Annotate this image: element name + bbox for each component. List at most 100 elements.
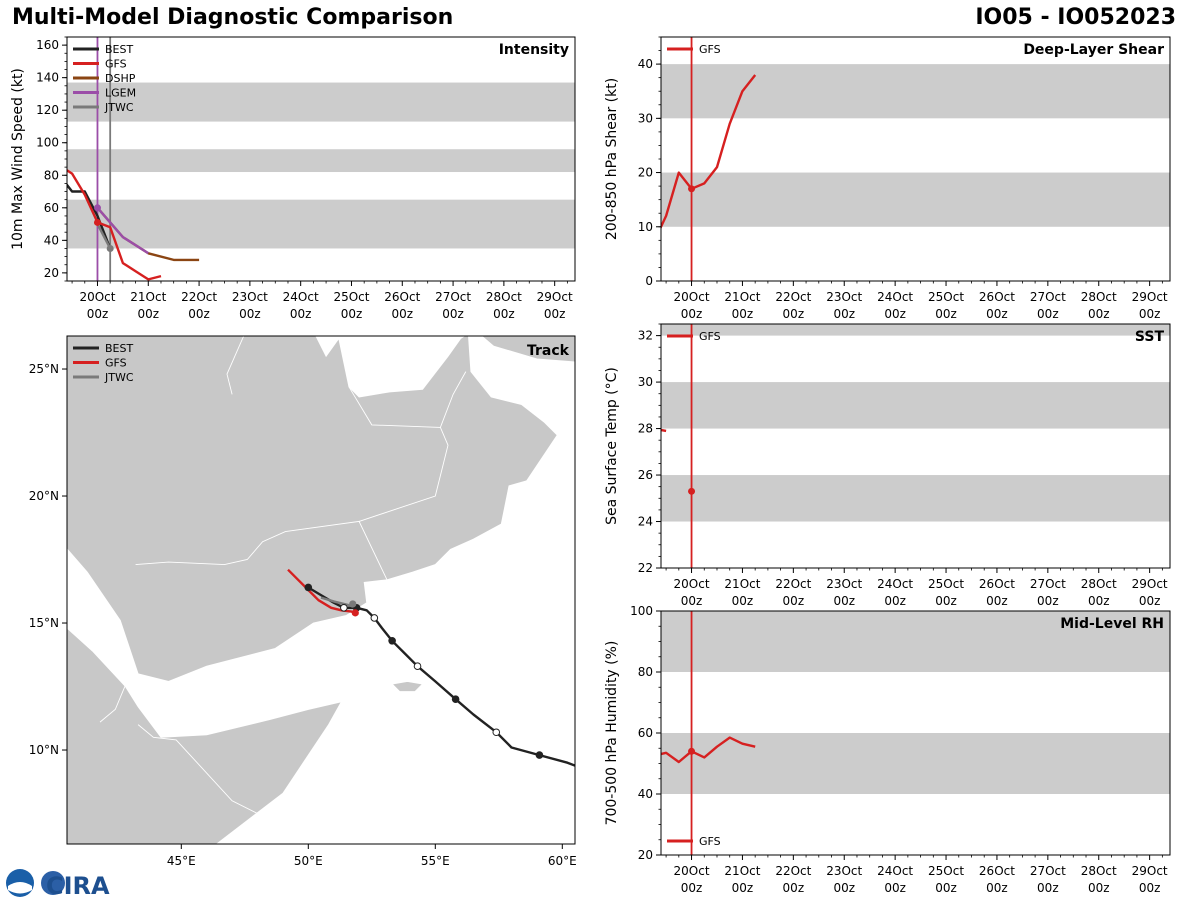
shear-x-tick-hour: 00z (1088, 307, 1110, 321)
intensity-x-tick-hour: 00z (239, 307, 261, 321)
track-legend-label-gfs: GFS (105, 357, 127, 370)
track-best-open-point (370, 614, 379, 622)
intensity-x-tick-hour: 00z (341, 307, 363, 321)
rh-x-tick-hour: 00z (935, 881, 957, 895)
intensity-x-tick-date: 27Oct (435, 290, 471, 304)
rh-x-tick-date: 28Oct (1081, 864, 1117, 878)
track-y-tick-label: 15°N (29, 616, 59, 630)
horn-of-africa (67, 627, 343, 844)
intensity-legend-label-dshp: DSHP (105, 72, 136, 85)
rh-marker-gfs (688, 747, 696, 755)
intensity-x-tick-date: 25Oct (333, 290, 369, 304)
rh-x-tick-date: 26Oct (979, 864, 1015, 878)
sst-x-tick-date: 29Oct (1132, 577, 1168, 591)
track-map-area (67, 336, 575, 844)
track-panel-title: Track (527, 343, 570, 359)
sst-frame (660, 323, 1171, 569)
rh-x-tick-hour: 00z (783, 881, 805, 895)
sst-x-tick-hour: 00z (986, 594, 1008, 608)
intensity-legend-label-gfs: GFS (105, 58, 127, 71)
intensity-x-tick-date: 26Oct (384, 290, 420, 304)
sst-legend-label-gfs: GFS (699, 330, 721, 343)
rh-x-tick-hour: 00z (732, 881, 754, 895)
rh-x-tick-hour: 00z (986, 881, 1008, 895)
track-frame (66, 335, 576, 845)
track-best-open-point (492, 728, 501, 737)
sst-panel: 22 24 26 28 30 32 20Oct 00z 21Oct 00z 22Oct 00z 23Oc… (604, 323, 1171, 608)
rh-y-axis-label: 700-500 hPa Humidity (%) (604, 641, 620, 826)
cira-logo: CIRA (6, 869, 110, 900)
sst-panel-title: SST (1135, 329, 1165, 345)
shear-x-tick-hour: 00z (732, 307, 754, 321)
intensity-x-tick-date: 22Oct (181, 290, 217, 304)
shear-x-tick-hour: 00z (1139, 307, 1161, 321)
sst-x-tick-date: 27Oct (1030, 577, 1066, 591)
rh-x-tick-hour: 00z (1037, 881, 1059, 895)
intensity-y-tick-label: 80 (44, 168, 59, 182)
intensity-y-tick-label: 120 (36, 103, 59, 117)
rh-x-tick-hour: 00z (1088, 881, 1110, 895)
socotra-island (391, 680, 424, 693)
rh-x-tick-date: 27Oct (1030, 864, 1066, 878)
iran-coast (480, 336, 575, 363)
intensity-y-tick-label: 100 (36, 136, 59, 150)
track-best-open-point (340, 603, 348, 612)
border-interior (226, 336, 245, 395)
intensity-x-tick-hour: 00z (290, 307, 312, 321)
track-x-tick-label: 50°E (294, 854, 323, 868)
intensity-shade-band (67, 199, 575, 249)
rh-panel: 20 40 60 80 100 20Oct 00z 21Oct 00z 22Oct 00z 23Oct… (604, 604, 1171, 895)
sst-y-tick-label: 30 (638, 375, 653, 389)
arabian-peninsula (67, 336, 558, 682)
sst-plot-area (661, 428, 696, 495)
intensity-series-gfs (67, 168, 162, 281)
shear-y-tick-label: 0 (645, 274, 653, 288)
track-series-gfs (287, 568, 356, 615)
intensity-y-tick-label: 60 (44, 201, 59, 215)
rh-x-tick-hour: 00z (833, 881, 855, 895)
sst-y-tick-label: 28 (638, 422, 653, 436)
shear-x-tick-hour: 00z (935, 307, 957, 321)
intensity-marker-jtwc (106, 244, 114, 252)
shear-x-tick-hour: 00z (833, 307, 855, 321)
sst-x-tick-date: 26Oct (979, 577, 1015, 591)
sst-y-tick-label: 22 (638, 561, 653, 575)
track-best-open-point (413, 662, 422, 671)
rh-x-tick-date: 20Oct (674, 864, 710, 878)
track-legend-label-best: BEST (105, 342, 133, 355)
track-best-filled-point (451, 695, 460, 704)
shear-x-tick-date: 22Oct (775, 290, 811, 304)
shear-x-tick-date: 28Oct (1081, 290, 1117, 304)
intensity-plot-area (67, 168, 200, 281)
intensity-x-tick-date: 21Oct (130, 290, 166, 304)
sst-x-tick-date: 20Oct (674, 577, 710, 591)
rh-x-tick-hour: 00z (681, 881, 703, 895)
shear-x-tick-date: 26Oct (979, 290, 1015, 304)
track-panel: 45°E 50°E 55°E 60°E 10°N 15°N 20°N 25°N Track BES… (29, 335, 577, 868)
shear-x-tick-date: 20Oct (674, 290, 710, 304)
sst-y-tick-label: 26 (638, 468, 653, 482)
track-x-tick-label: 55°E (421, 854, 450, 868)
sst-x-tick-hour: 00z (1139, 594, 1161, 608)
intensity-shade-band (67, 82, 575, 122)
storm-id-title: IO05 - IO052023 (975, 5, 1176, 30)
shear-x-tick-date: 29Oct (1132, 290, 1168, 304)
track-y-tick-label: 25°N (29, 362, 59, 376)
intensity-legend-label-best: BEST (105, 43, 133, 56)
shear-x-tick-date: 24Oct (877, 290, 913, 304)
rh-shade-band (661, 611, 1170, 672)
track-x-tick-label: 60°E (548, 854, 577, 868)
sst-x-tick-hour: 00z (884, 594, 906, 608)
shear-x-tick-hour: 00z (681, 307, 703, 321)
intensity-panel: 20 40 60 80 100 120 140 160 20Oct 00z 21Oct 00z 22Oc… (10, 36, 576, 321)
track-x-tick-label: 45°E (167, 854, 196, 868)
rh-x-tick-date: 24Oct (877, 864, 913, 878)
shear-x-tick-hour: 00z (783, 307, 805, 321)
intensity-legend-label-lgem: LGEM (105, 87, 136, 100)
intensity-y-axis-label: 10m Max Wind Speed (kt) (10, 68, 26, 250)
shear-y-tick-label: 10 (638, 220, 653, 234)
rh-y-tick-label: 20 (638, 848, 653, 862)
shear-series-gfs (661, 74, 757, 230)
figure-title: Multi-Model Diagnostic Comparison (12, 5, 454, 30)
shear-shade-band (661, 64, 1170, 119)
